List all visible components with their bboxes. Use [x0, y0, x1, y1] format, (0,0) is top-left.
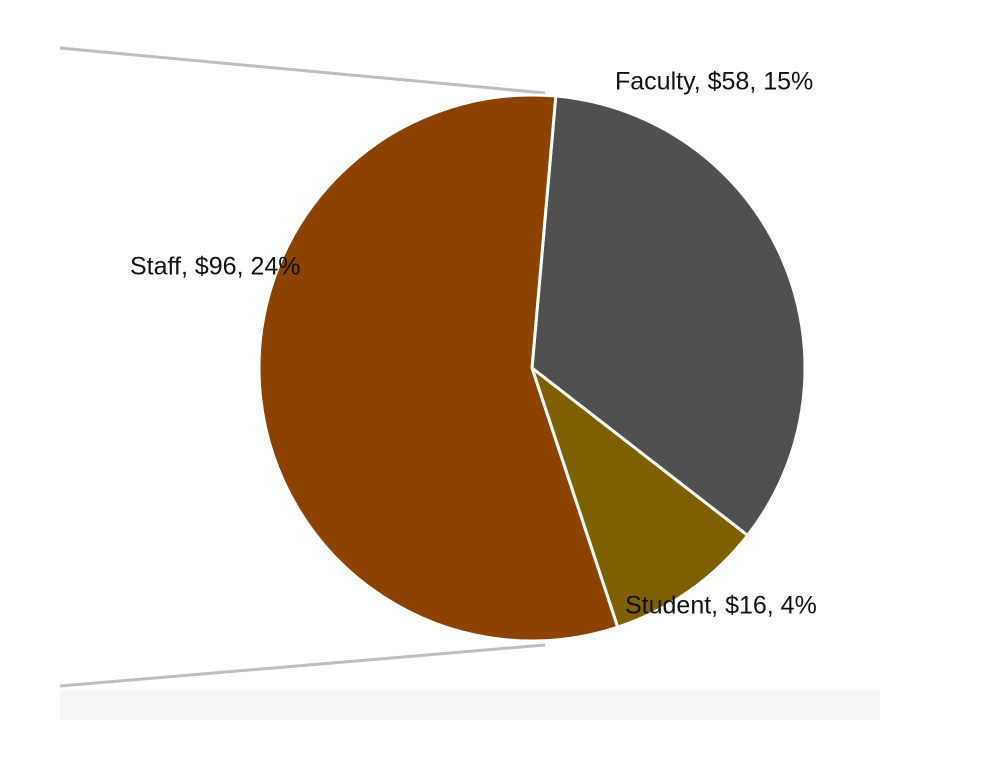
- data-labels: Faculty, $58, 15% Student, $16, 4% Staff, …: [130, 68, 817, 620]
- pie-slice: [529, 363, 750, 630]
- connector-line: [59, 46, 546, 95]
- data-label: Staff, $96, 24%: [130, 253, 301, 281]
- shadow: [60, 690, 880, 720]
- data-label: Faculty, $58, 15%: [615, 68, 813, 96]
- pie-slice: [257, 93, 620, 643]
- data-label: Student, $16, 4%: [625, 592, 817, 620]
- connector-line: [59, 643, 546, 688]
- pie: [257, 93, 807, 643]
- pie-slice: [530, 94, 807, 538]
